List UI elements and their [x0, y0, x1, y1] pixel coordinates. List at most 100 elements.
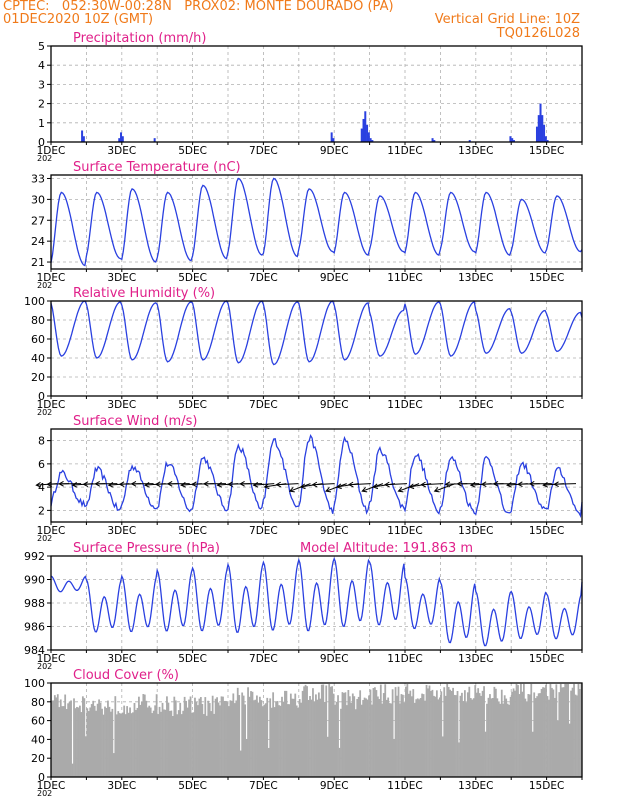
- y-tick-label: 80: [31, 314, 45, 327]
- cloud-bar: [462, 701, 465, 777]
- cloud-bar: [124, 714, 127, 777]
- cloud-bar: [260, 700, 263, 777]
- cloud-bar: [564, 683, 567, 777]
- cloud-bar: [301, 690, 304, 777]
- panel-frame: [50, 682, 583, 778]
- cloud-bar: [160, 711, 162, 777]
- cloud-bar: [89, 707, 92, 777]
- cloud-bar: [83, 698, 86, 777]
- cloud-bar: [388, 703, 391, 777]
- panel-subtitle: Model Altitude: 191.863 m: [300, 541, 473, 556]
- cloud-bar: [183, 696, 186, 777]
- cloud-bar: [261, 706, 264, 777]
- wind-arrow-head: [553, 481, 559, 488]
- cloud-bar: [77, 707, 80, 777]
- cloud-bar: [438, 697, 441, 777]
- y-tick-label: 3: [38, 78, 45, 91]
- cloud-bar: [189, 696, 192, 777]
- cloud-bar: [145, 700, 148, 777]
- cloud-bar: [225, 700, 227, 777]
- precip-bar: [544, 136, 547, 142]
- x-tick-label: 1DEC: [37, 525, 66, 537]
- cloud-bar: [455, 695, 457, 777]
- cloud-bar: [235, 700, 238, 777]
- cloud-bar: [384, 684, 387, 777]
- precip-bar: [153, 138, 156, 142]
- cloud-bar: [465, 702, 468, 777]
- cloud-bar: [571, 687, 574, 777]
- wind-arrow-head: [444, 481, 451, 488]
- cloud-bar: [508, 704, 511, 777]
- wind-arrow-head: [252, 482, 259, 488]
- panel-title: Precipitation (mm/h): [73, 31, 206, 46]
- cloud-bar: [74, 708, 77, 777]
- cloud-bar: [253, 700, 255, 777]
- panel-6: 0 20 40 60 80 100 1DEC 3DEC 5DEC 7DEC 9DEC 11DEC 13D…: [24, 668, 583, 798]
- cloud-bar: [407, 693, 410, 777]
- cloud-bar: [368, 695, 370, 777]
- x-tick-label: 5DEC: [178, 145, 207, 157]
- cloud-bar: [70, 700, 72, 777]
- wind-arrow-head: [239, 480, 245, 487]
- cloud-bar: [353, 696, 356, 777]
- cloud-bar: [517, 685, 519, 777]
- cloud-bar: [126, 706, 128, 777]
- cloud-bar: [354, 709, 357, 777]
- wind-arrow-head: [166, 480, 173, 487]
- panel-frame: [50, 174, 583, 270]
- cloud-bar: [531, 731, 534, 777]
- x-tick-label: 7DEC: [249, 525, 278, 537]
- cloud-bar: [118, 713, 121, 777]
- cloud-bar: [123, 705, 126, 777]
- wind-arrow-head: [347, 481, 354, 488]
- cloud-bar: [539, 693, 541, 777]
- x-tick-label: 5DEC: [178, 399, 207, 411]
- cloud-bar: [486, 703, 488, 777]
- y-tick-label: 0: [38, 390, 45, 403]
- cloud-bar: [574, 694, 577, 777]
- x-tick-label: 3DEC: [107, 272, 136, 284]
- cloud-bar: [502, 703, 505, 777]
- precip-bar: [468, 140, 471, 142]
- cloud-bar: [132, 712, 134, 777]
- cloud-bar: [84, 736, 87, 777]
- cloud-bar: [317, 692, 320, 777]
- cloud-bar: [570, 690, 572, 777]
- wind-arrow-head: [216, 482, 223, 488]
- cloud-bar: [567, 683, 570, 777]
- cloud-bar: [441, 736, 444, 777]
- cloud-bar: [466, 692, 469, 777]
- wind-arrow-head: [528, 480, 535, 487]
- cloud-bar: [312, 688, 314, 777]
- cloud-bar: [135, 710, 137, 777]
- y-tick-label: 20: [31, 371, 45, 384]
- cloud-bar: [579, 689, 581, 777]
- cloud-bar: [499, 703, 502, 777]
- cloud-bar: [315, 694, 317, 777]
- cloud-bar: [192, 712, 195, 777]
- precip-bar: [433, 140, 436, 142]
- wind-arrow-head: [202, 480, 209, 487]
- y-tick-label: 100: [24, 295, 45, 308]
- cloud-bar: [52, 700, 55, 777]
- x-tick-label: 9DEC: [320, 145, 349, 157]
- x-tick-label: 3DEC: [107, 525, 136, 537]
- cloud-bar: [533, 692, 536, 777]
- cloud-bar: [328, 684, 331, 777]
- cloud-bar: [239, 750, 242, 777]
- panel-frame: [50, 428, 583, 523]
- cloud-bar: [300, 702, 303, 777]
- precip-bar: [371, 140, 374, 142]
- x-year-label: 202: [37, 789, 52, 798]
- cloud-bar: [51, 700, 53, 777]
- cloud-bar: [397, 686, 400, 777]
- cloud-bar: [576, 695, 578, 777]
- cloud-bar: [294, 693, 297, 777]
- cloud-bar: [320, 684, 323, 777]
- x-tick-label: 1DEC: [37, 145, 66, 157]
- panel-title: Cloud Cover (%): [73, 668, 179, 683]
- precip-bar: [360, 128, 363, 142]
- cloud-bar: [371, 704, 373, 777]
- cloud-bar: [461, 692, 463, 777]
- cloud-bar: [446, 683, 449, 777]
